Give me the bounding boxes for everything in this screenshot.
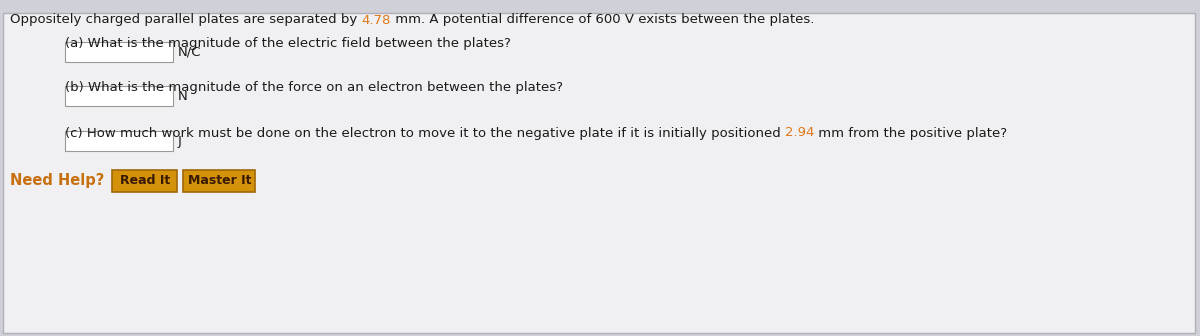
Text: N/C: N/C: [178, 45, 202, 58]
FancyBboxPatch shape: [65, 131, 173, 151]
FancyBboxPatch shape: [65, 86, 173, 106]
Text: 4.78: 4.78: [361, 13, 391, 27]
Text: Master It: Master It: [187, 174, 251, 187]
FancyBboxPatch shape: [113, 170, 178, 192]
FancyBboxPatch shape: [184, 170, 256, 192]
Text: mm from the positive plate?: mm from the positive plate?: [815, 126, 1008, 139]
Text: (b) What is the magnitude of the force on an electron between the plates?: (b) What is the magnitude of the force o…: [65, 82, 563, 94]
Text: Oppositely charged parallel plates are separated by: Oppositely charged parallel plates are s…: [10, 13, 361, 27]
Text: Read It: Read It: [120, 174, 170, 187]
FancyBboxPatch shape: [65, 42, 173, 62]
Text: N: N: [178, 89, 187, 102]
Text: J: J: [178, 134, 182, 148]
Text: (c) How much work must be done on the electron to move it to the negative plate : (c) How much work must be done on the el…: [65, 126, 785, 139]
Text: (a) What is the magnitude of the electric field between the plates?: (a) What is the magnitude of the electri…: [65, 38, 511, 50]
FancyBboxPatch shape: [2, 13, 1195, 333]
Text: 2.94: 2.94: [785, 126, 815, 139]
Text: mm. A potential difference of 600 V exists between the plates.: mm. A potential difference of 600 V exis…: [391, 13, 815, 27]
Text: Need Help?: Need Help?: [10, 173, 104, 188]
